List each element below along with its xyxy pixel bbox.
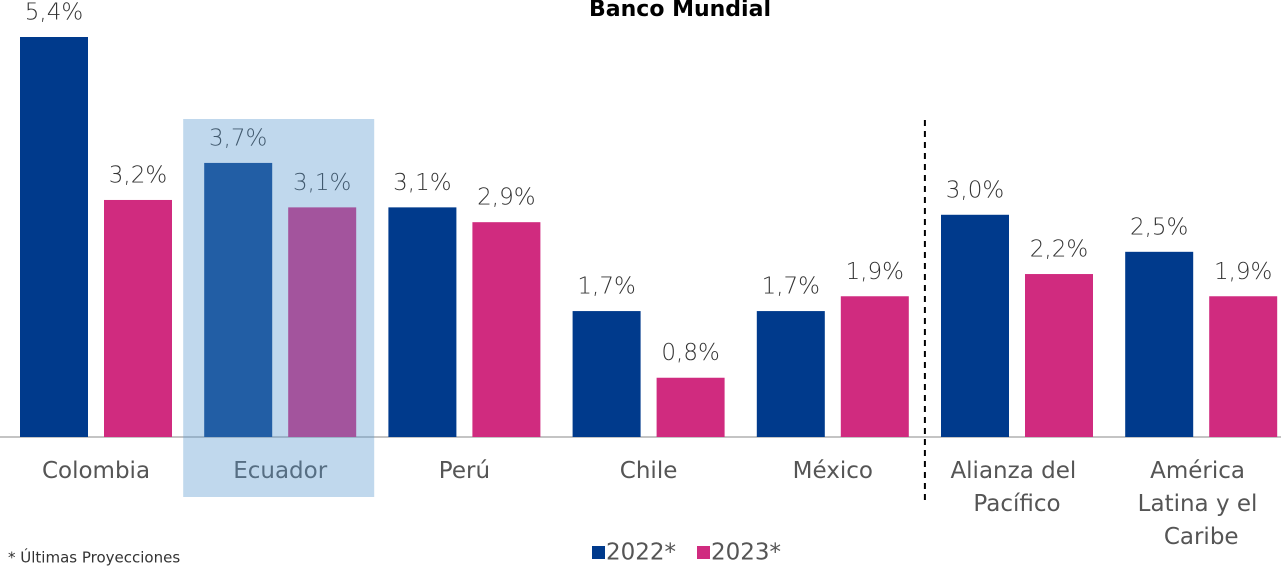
legend-label: 2023*: [711, 540, 781, 566]
bar: [1209, 296, 1278, 437]
bar: [1025, 274, 1093, 437]
x-tick-label: Chile: [620, 458, 678, 484]
value-label: 2,9%: [477, 185, 535, 211]
bar: [840, 296, 909, 437]
footnote: * Últimas Proyecciones: [8, 548, 180, 567]
bar: [941, 214, 1009, 437]
value-label: 3,7%: [209, 125, 267, 151]
highlight-box: [183, 119, 375, 497]
value-label: 1,9%: [846, 259, 904, 285]
x-tick-label: Ecuador: [233, 458, 328, 484]
bar: [472, 222, 541, 437]
x-tick-label: Perú: [439, 458, 490, 484]
value-label: 3,0%: [946, 177, 1004, 203]
value-label: 3,1%: [393, 170, 451, 196]
x-tick-label: América Latina y el Caribe: [1138, 458, 1265, 550]
legend-swatch: [592, 546, 605, 559]
value-label: 0,8%: [661, 340, 719, 366]
value-label: 2,2%: [1030, 237, 1088, 263]
bar: [656, 377, 725, 437]
bar: [204, 162, 273, 438]
value-label: 3,2%: [109, 162, 167, 188]
chart-title: Banco Mundial: [589, 0, 771, 22]
x-tick-label: Alianza del Pacífico: [950, 458, 1083, 517]
bar: [1125, 251, 1194, 437]
value-label: 1,7%: [762, 274, 820, 300]
bar: [20, 37, 88, 437]
bar: [104, 199, 172, 437]
value-label: 1,7%: [577, 274, 635, 300]
bar: [288, 207, 357, 437]
x-tick-label: Colombia: [42, 458, 150, 484]
value-label: 2,5%: [1130, 214, 1188, 240]
bar: [756, 311, 825, 437]
bar: [572, 311, 641, 437]
legend-label: 2022*: [606, 540, 676, 566]
value-label: 5,4%: [25, 0, 83, 26]
x-tick-label: México: [793, 458, 873, 484]
legend-swatch: [697, 546, 710, 559]
value-label: 3,1%: [293, 170, 351, 196]
bar: [388, 207, 457, 437]
value-label: 1,9%: [1214, 259, 1272, 285]
